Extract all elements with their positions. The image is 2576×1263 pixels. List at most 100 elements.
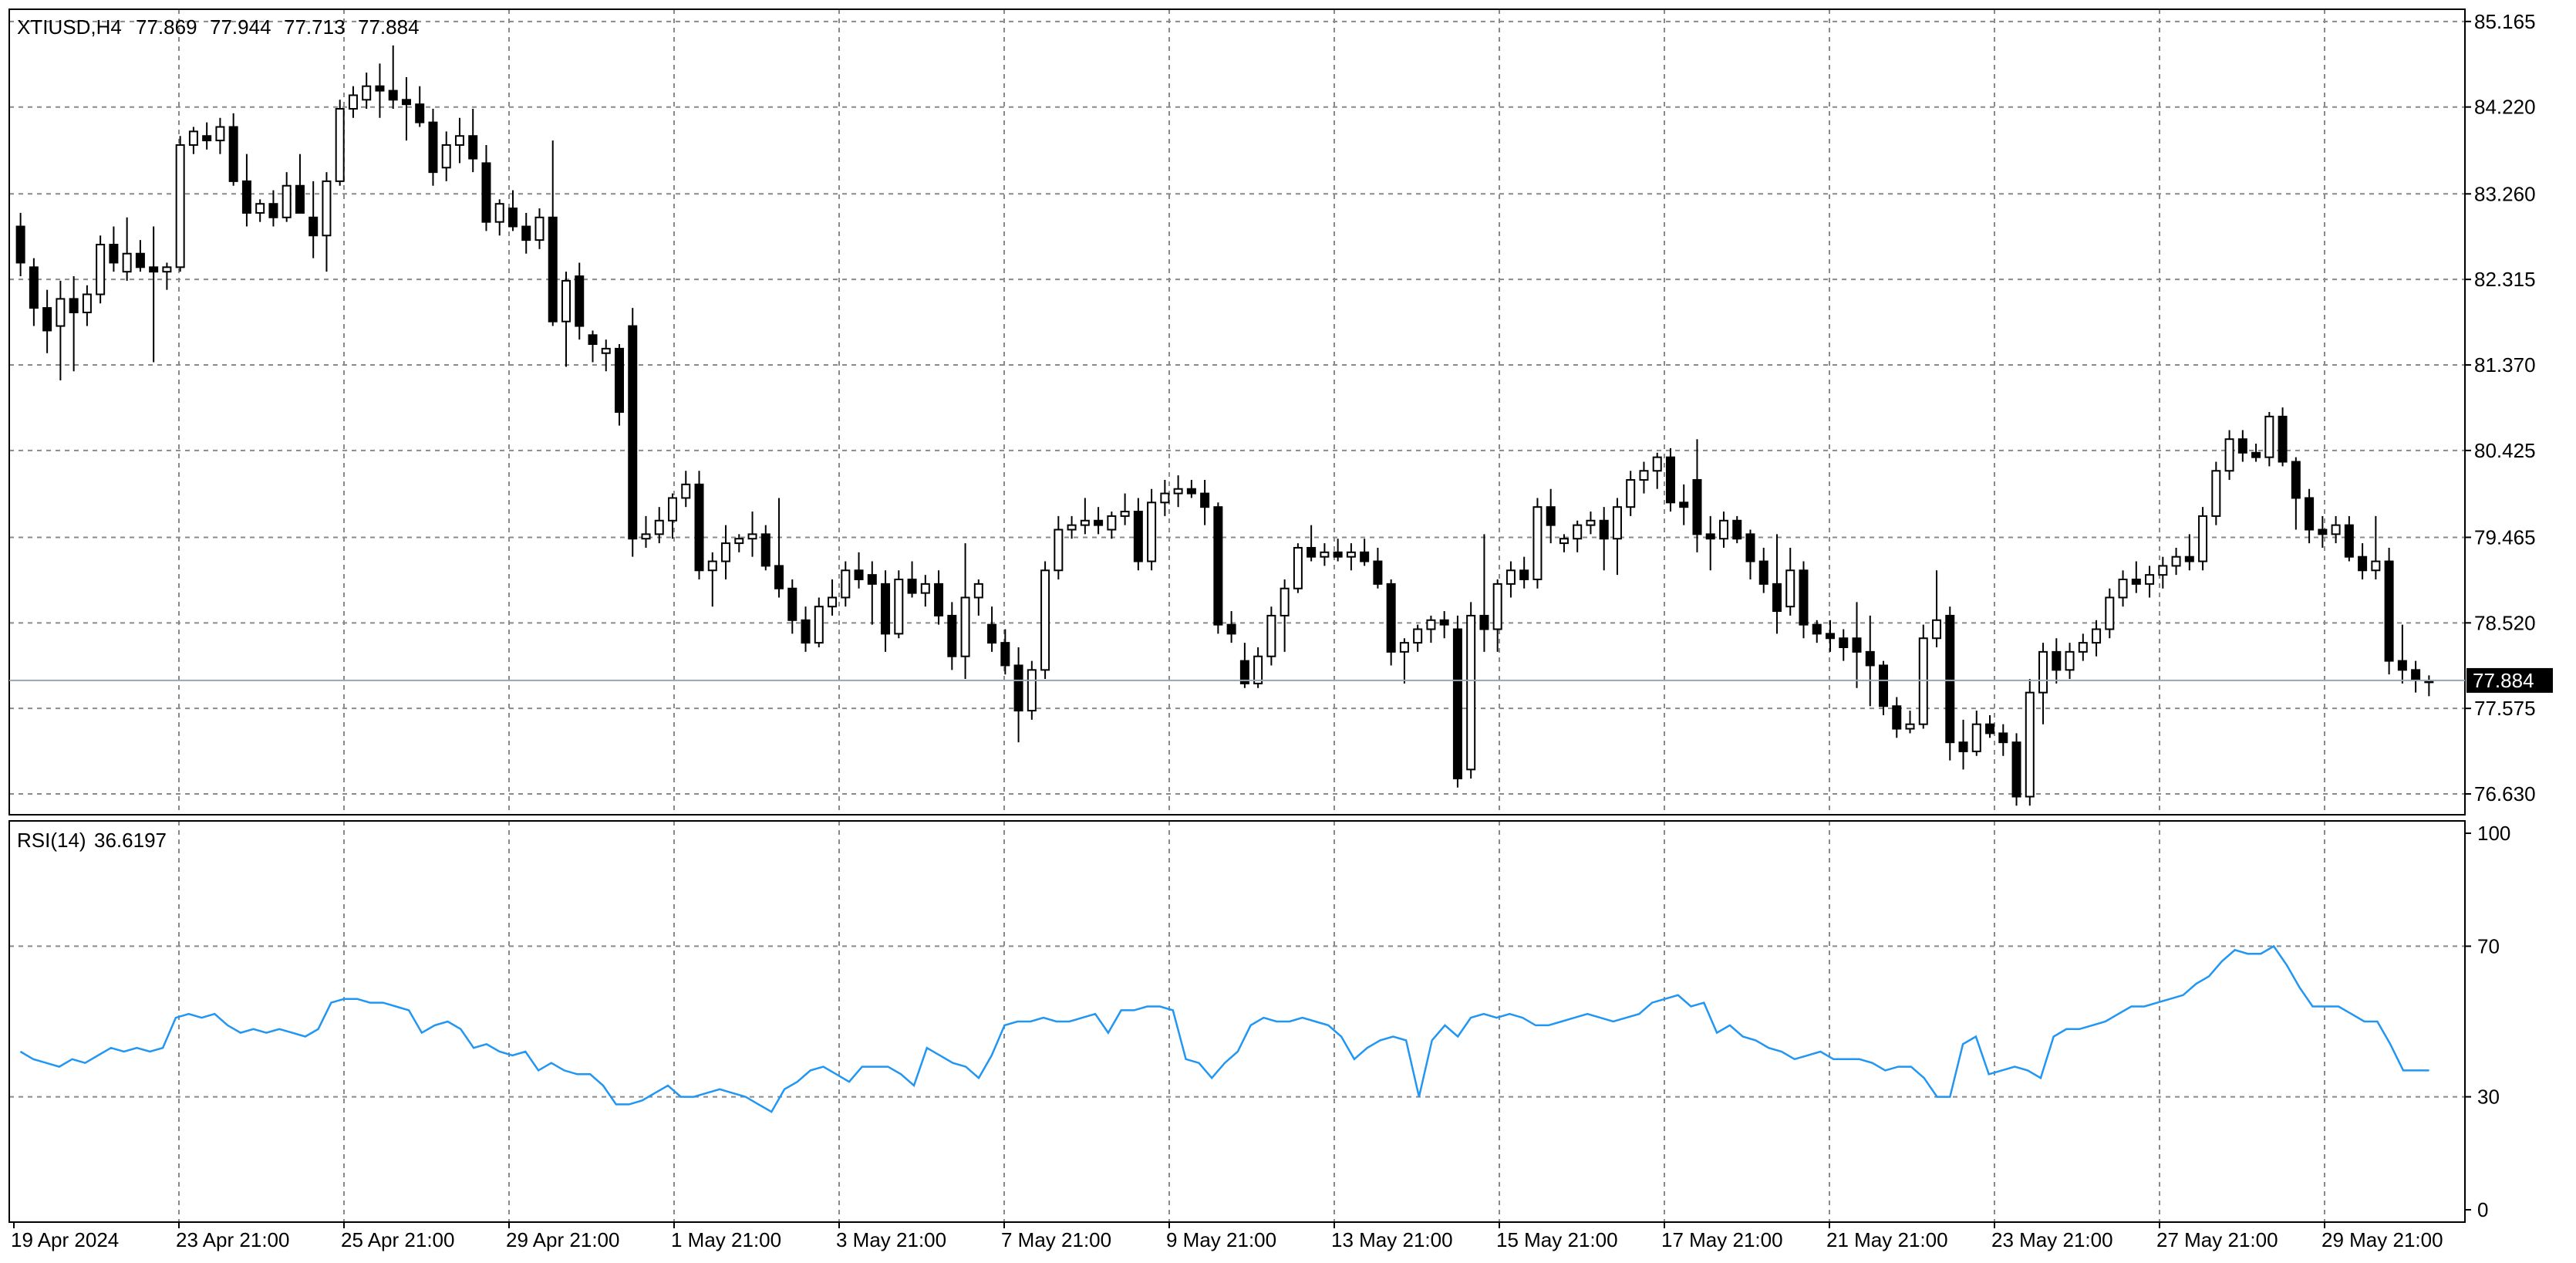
candle [787, 579, 797, 634]
candle [2344, 515, 2354, 562]
candle [1399, 638, 1409, 684]
candle-body-bearish [1452, 628, 1462, 780]
candle [1958, 719, 1968, 770]
candle-body-bullish [2118, 579, 2128, 599]
candle [1226, 611, 1236, 643]
time-tick-label: 15 May 21:00 [1496, 1228, 1618, 1251]
candle [2038, 643, 2048, 724]
candle-body-bullish [973, 583, 983, 599]
candle [255, 199, 265, 222]
candle-body-bearish [760, 533, 770, 567]
low-value: 77.713 [284, 15, 346, 39]
candle-body-bearish [2184, 556, 2194, 562]
candle [1945, 606, 1955, 761]
candle [1652, 452, 1662, 489]
candle-body-bearish [1879, 664, 1889, 707]
candle [1865, 615, 1875, 707]
candle [2251, 444, 2261, 462]
candle [1718, 512, 1728, 548]
candle [401, 76, 411, 141]
candle-body-bullish [96, 243, 106, 295]
candle [588, 330, 598, 363]
candle [268, 190, 278, 227]
candle-body-bearish [1439, 619, 1449, 626]
candle-body-bullish [348, 94, 358, 110]
candle-body-bullish [747, 533, 757, 540]
candle-body-bearish [947, 614, 957, 657]
rsi-tick-label: 70 [2477, 934, 2500, 957]
time-tick-label: 17 May 21:00 [1661, 1228, 1783, 1251]
time-tick-label: 1 May 21:00 [671, 1228, 781, 1251]
candle [1067, 515, 1077, 539]
candle-body-bullish [1080, 519, 1090, 526]
candle [628, 308, 638, 557]
candle [1626, 471, 1636, 516]
candle [1905, 711, 1915, 734]
candle [601, 339, 611, 372]
candle [881, 570, 891, 652]
candle-body-bearish [1705, 533, 1715, 540]
candle [614, 344, 625, 426]
candle [1280, 579, 1290, 652]
candle [1692, 439, 1702, 552]
candle-body-bearish [934, 583, 944, 616]
candle-body-bearish [1386, 583, 1396, 653]
candle [1107, 512, 1117, 539]
candle [1998, 724, 2008, 756]
candle [1320, 543, 1330, 566]
candle-body-bearish [1479, 614, 1489, 630]
time-tick-label: 25 Apr 21:00 [341, 1228, 454, 1251]
candle-body-bearish [801, 619, 811, 644]
candle-body-bullish [1573, 524, 1583, 540]
candle-body-bearish [1000, 642, 1010, 667]
rsi-line [19, 944, 2429, 1113]
candle [295, 154, 305, 214]
candle [2411, 660, 2421, 693]
candle-body-bearish [1985, 723, 1995, 734]
candle [1147, 488, 1157, 571]
candle [2237, 430, 2247, 462]
candle-body-bearish [1839, 637, 1849, 648]
candle [1133, 498, 1143, 571]
price-tick-label: 82.315 [2474, 268, 2536, 291]
candle [2358, 543, 2368, 580]
candle-body-bearish [548, 216, 558, 323]
candle-body-bearish [2305, 497, 2315, 531]
candle-body-bearish [2278, 415, 2288, 463]
current-price-value: 77.884 [2473, 669, 2534, 692]
candle-body-bearish [228, 126, 238, 182]
candle [1932, 570, 1942, 647]
candle-body-bullish [282, 184, 292, 218]
candle-body-bearish [2011, 741, 2021, 798]
candle-body-bullish [2264, 415, 2274, 458]
candle-body-bearish [1519, 569, 1529, 581]
candle [1360, 539, 1370, 566]
candle [215, 117, 225, 154]
candle-body-bullish [1639, 470, 1649, 481]
candle-body-bullish [1652, 456, 1662, 472]
candle [1186, 479, 1196, 498]
candle [2371, 515, 2381, 580]
candle [362, 73, 372, 110]
candle [309, 181, 319, 258]
candle-body-bearish [1307, 546, 1317, 558]
candle [454, 117, 464, 164]
candle-body-bullish [1107, 515, 1117, 531]
candle-body-bearish [1599, 519, 1609, 540]
candle-body-bullish [707, 560, 717, 572]
candle-body-bullish [2038, 650, 2048, 694]
candle [828, 579, 838, 616]
candle [348, 86, 358, 118]
candle [681, 471, 691, 508]
candle-body-bullish [2145, 574, 2155, 585]
candle [2384, 547, 2394, 675]
candle-body-bullish [494, 203, 504, 223]
candle-body-bullish [1532, 506, 1543, 581]
candle [2198, 507, 2208, 571]
time-tick-label: 23 May 21:00 [1991, 1228, 2113, 1251]
candle [1971, 711, 1981, 756]
candle-body-bullish [681, 483, 691, 499]
candle-body-bearish [42, 307, 52, 332]
candle [2092, 620, 2102, 657]
